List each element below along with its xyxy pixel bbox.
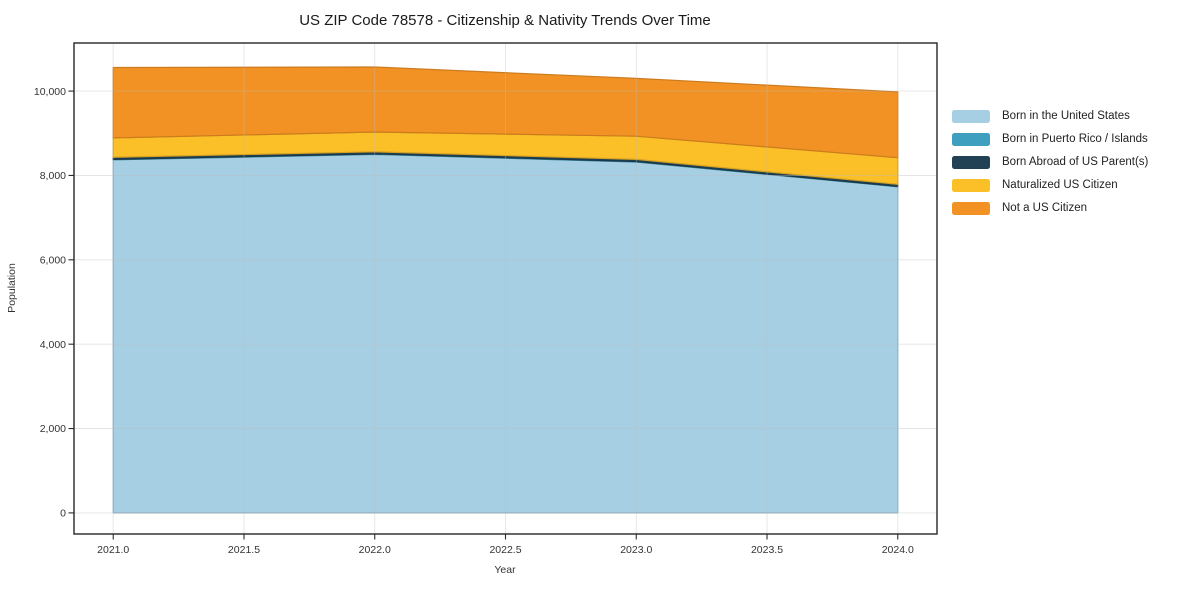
y-tick-label: 10,000 bbox=[34, 86, 66, 98]
x-tick-label: 2021.5 bbox=[228, 544, 260, 556]
legend-item-born-pr: Born in Puerto Rico / Islands bbox=[952, 133, 1148, 146]
legend-label-naturalized: Naturalized US Citizen bbox=[1002, 179, 1118, 191]
y-tick-label: 6,000 bbox=[40, 255, 66, 267]
legend-swatch-not-citizen bbox=[952, 202, 990, 215]
y-tick-label: 0 bbox=[60, 508, 66, 520]
y-tick-label: 4,000 bbox=[40, 339, 66, 351]
x-tick-label: 2023.0 bbox=[620, 544, 652, 556]
x-tick-label: 2024.0 bbox=[882, 544, 914, 556]
area-series-4 bbox=[112, 66, 899, 159]
areas-layer bbox=[112, 66, 899, 514]
x-axis-title: Year bbox=[494, 564, 516, 576]
legend-swatch-naturalized bbox=[952, 179, 990, 192]
x-tick-label: 2022.5 bbox=[489, 544, 521, 556]
legend-item-naturalized: Naturalized US Citizen bbox=[952, 179, 1148, 192]
legend-swatch-born-pr bbox=[952, 133, 990, 146]
legend-swatch-born-us bbox=[952, 110, 990, 123]
legend: Born in the United States Born in Puerto… bbox=[952, 110, 1148, 215]
y-tick-label: 2,000 bbox=[40, 423, 66, 435]
axis-layer: 2021.0 2021.5 2022.0 2022.5 2023.0 2023.5 2024… bbox=[34, 86, 914, 556]
legend-item-born-us: Born in the United States bbox=[952, 110, 1148, 123]
plot-border bbox=[73, 42, 938, 535]
y-axis-title: Population bbox=[6, 263, 18, 313]
chart-title: US ZIP Code 78578 - Citizenship & Nativi… bbox=[299, 12, 711, 29]
x-tick-label: 2023.5 bbox=[751, 544, 783, 556]
legend-label-born-pr: Born in Puerto Rico / Islands bbox=[1002, 133, 1148, 145]
x-tick-label: 2021.0 bbox=[97, 544, 129, 556]
legend-item-born-abroad: Born Abroad of US Parent(s) bbox=[952, 156, 1148, 169]
y-tick-label: 8,000 bbox=[40, 170, 66, 182]
legend-swatch-born-abroad bbox=[952, 156, 990, 169]
plot-area: 2021.0 2021.5 2022.0 2022.5 2023.0 2023.5 2024… bbox=[34, 42, 938, 556]
legend-label-not-citizen: Not a US Citizen bbox=[1002, 202, 1088, 214]
legend-label-born-abroad: Born Abroad of US Parent(s) bbox=[1002, 156, 1149, 168]
legend-item-not-citizen: Not a US Citizen bbox=[952, 202, 1148, 215]
grid-layer bbox=[74, 43, 937, 534]
legend-label-born-us: Born in the United States bbox=[1002, 110, 1130, 122]
x-tick-label: 2022.0 bbox=[359, 544, 391, 556]
